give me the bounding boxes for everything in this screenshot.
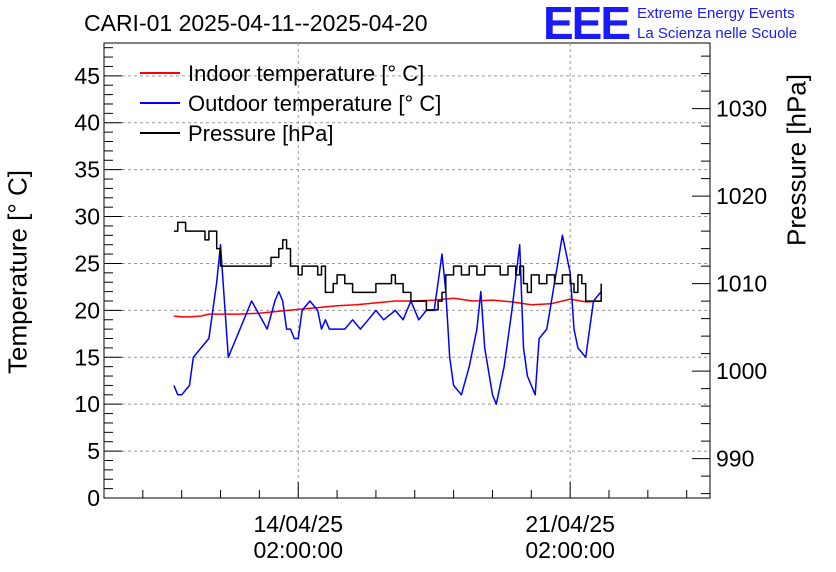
y-tick-label: 5 bbox=[87, 438, 100, 464]
x-tick-label-time: 02:00:00 bbox=[253, 537, 343, 563]
y-tick-label: 20 bbox=[74, 297, 100, 323]
x-tick-label-date: 14/04/25 bbox=[253, 511, 343, 537]
y-tick-label: 35 bbox=[74, 157, 100, 183]
y-tick-label: 0 bbox=[87, 485, 100, 511]
series-line-1 bbox=[173, 234, 602, 405]
logo-caption-line1: Extreme Energy Events bbox=[637, 5, 795, 22]
y-tick-label: 40 bbox=[74, 110, 100, 136]
legend-label-2: Pressure [hPa] bbox=[188, 121, 334, 146]
y2-tick-label: 1010 bbox=[716, 271, 767, 297]
chart-title: CARI-01 2025-04-11--2025-04-20 bbox=[84, 10, 428, 36]
series-line-0 bbox=[173, 297, 602, 318]
y2-tick-label: 1000 bbox=[716, 358, 767, 384]
logo-caption-line2: La Scienza nelle Scuole bbox=[637, 25, 798, 42]
y2-tick-label: 1030 bbox=[716, 96, 767, 122]
plot-frame bbox=[103, 42, 711, 499]
x-tick-label-time: 02:00:00 bbox=[525, 537, 615, 563]
y-tick-label: 45 bbox=[74, 63, 100, 89]
y2-tick-label: 1020 bbox=[716, 183, 767, 209]
series-line-2 bbox=[173, 221, 602, 311]
y-tick-label: 25 bbox=[74, 250, 100, 276]
y-tick-label: 10 bbox=[74, 391, 100, 417]
logo-caption: Extreme Energy Events La Scienza nelle S… bbox=[637, 4, 797, 44]
y-tick-label: 30 bbox=[74, 204, 100, 230]
y2-tick-label: 990 bbox=[716, 446, 754, 472]
legend-label-0: Indoor temperature [° C] bbox=[188, 61, 424, 86]
eee-logo: EEE bbox=[543, 0, 631, 49]
x-tick-label-date: 21/04/25 bbox=[525, 511, 615, 537]
legend-label-1: Outdoor temperature [° C] bbox=[188, 91, 441, 116]
y-tick-label: 15 bbox=[74, 344, 100, 370]
